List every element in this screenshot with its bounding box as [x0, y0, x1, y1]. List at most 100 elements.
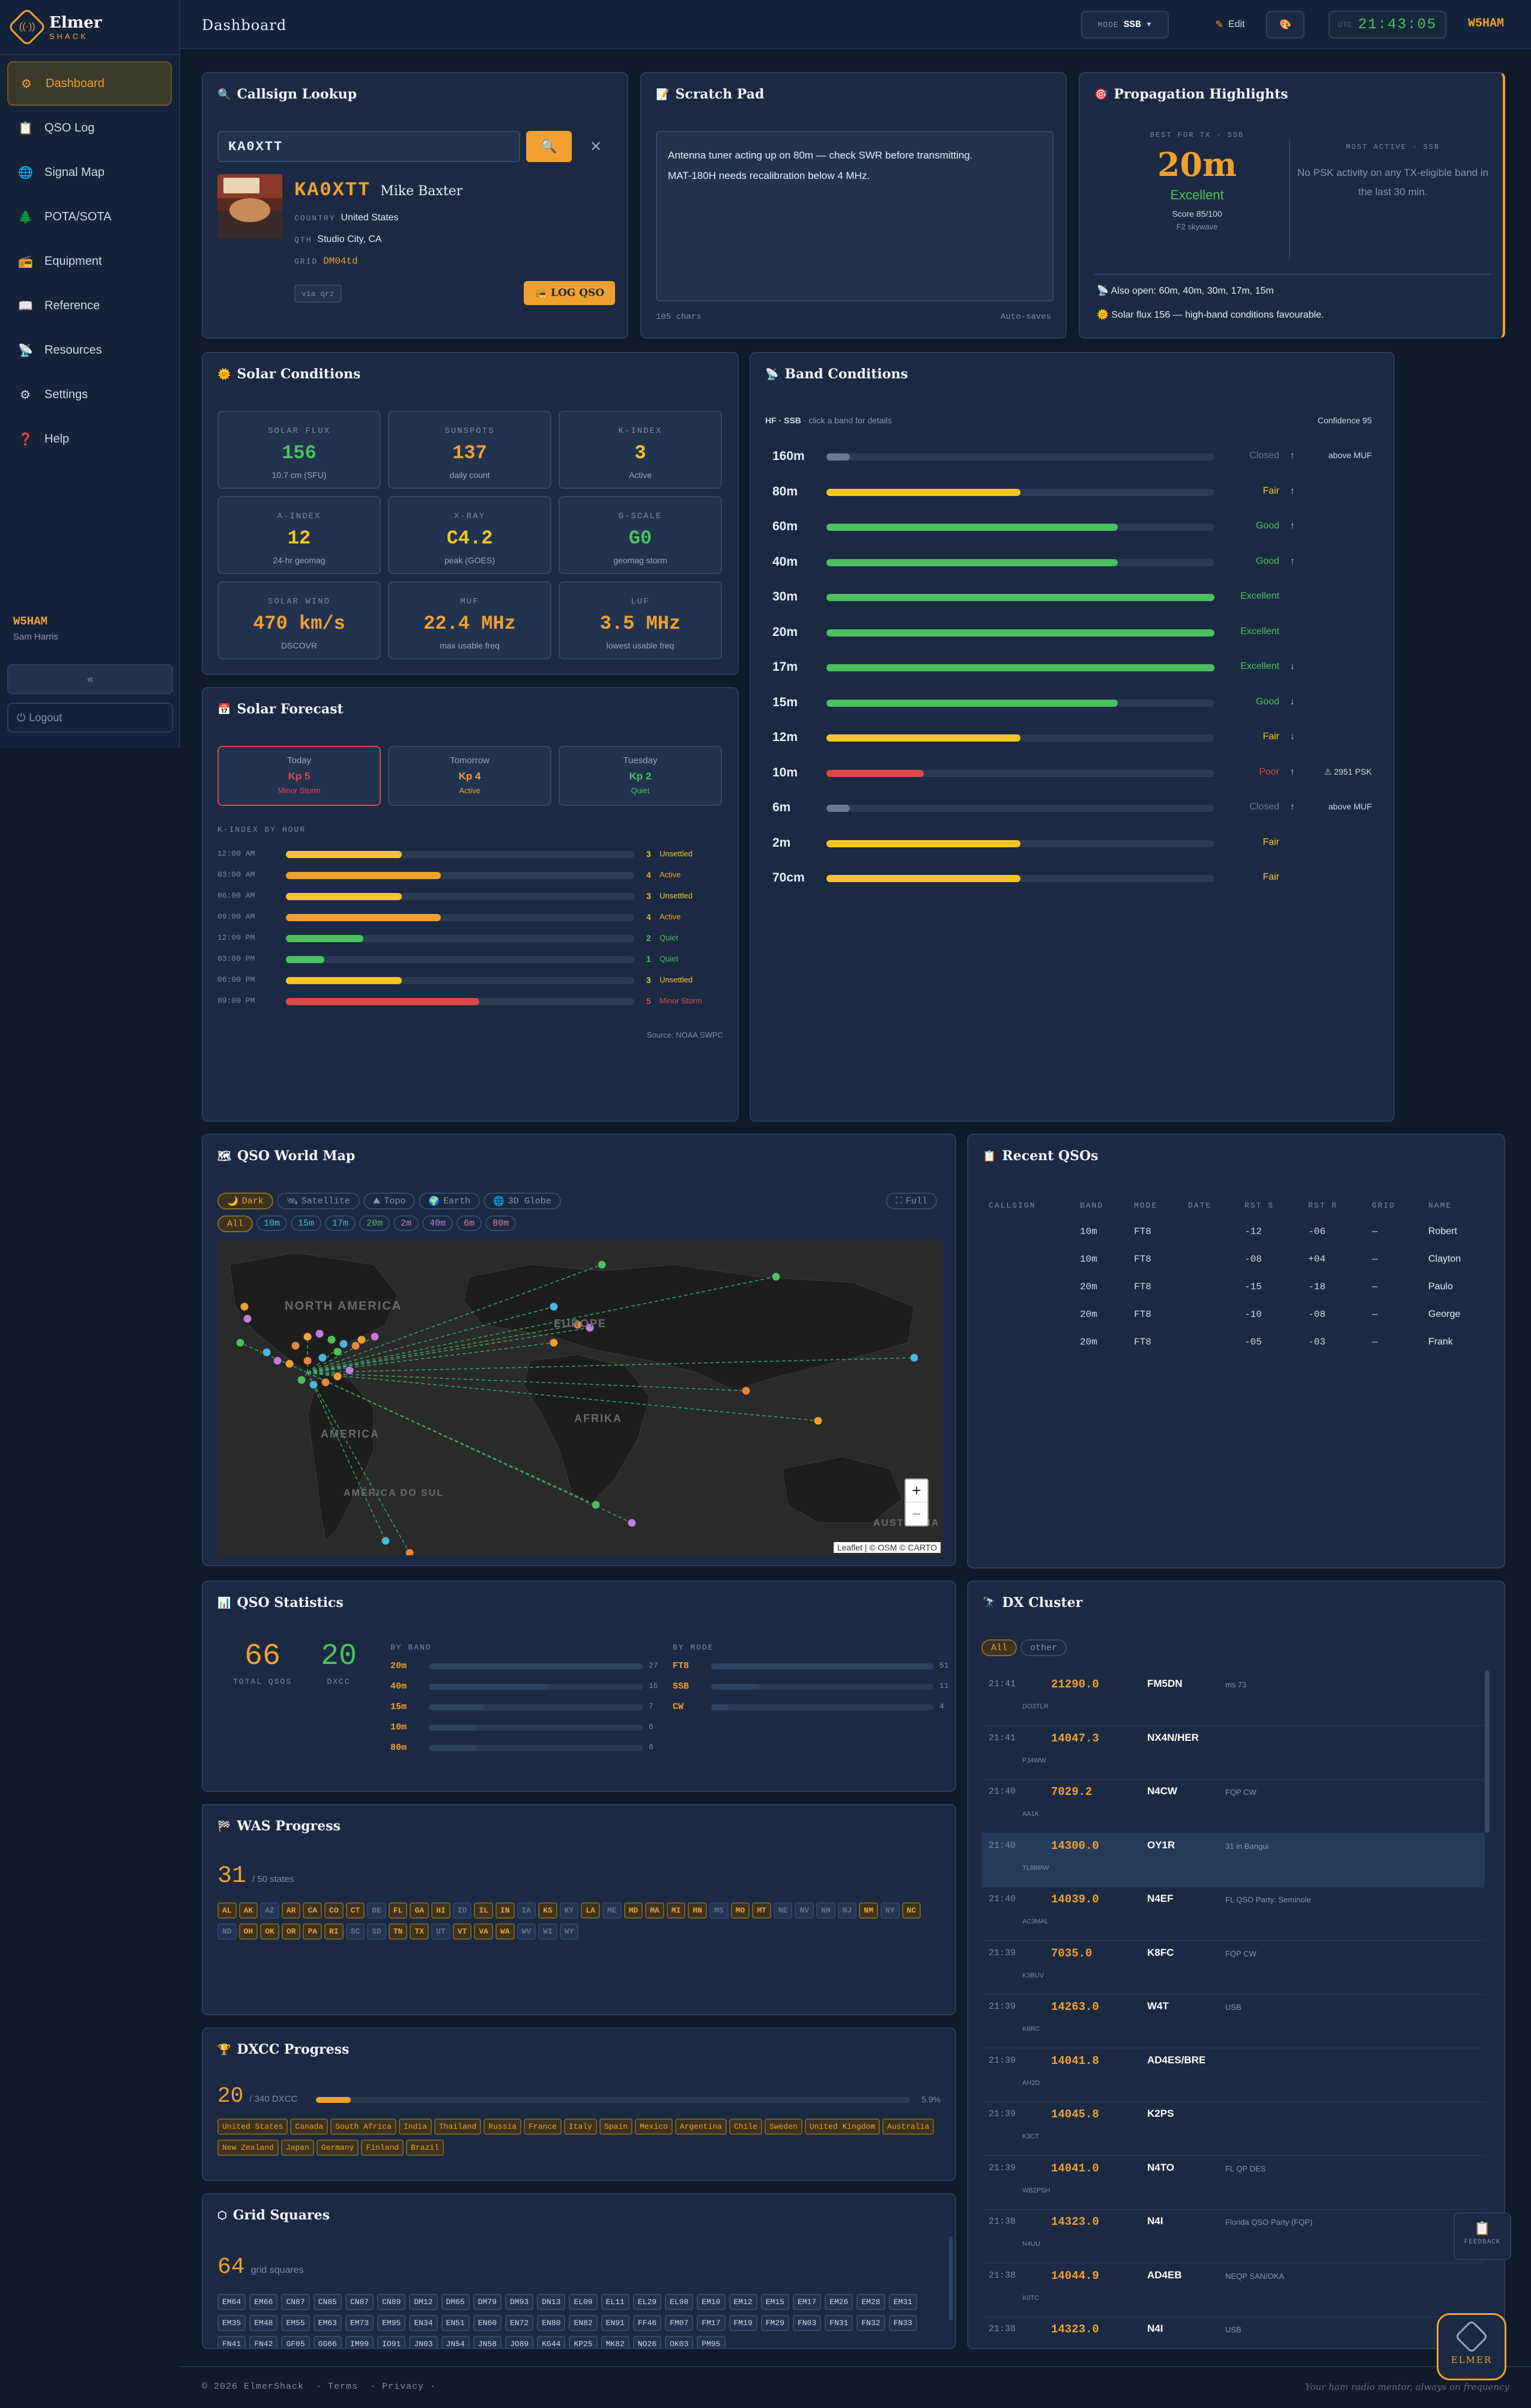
qso-marker[interactable]	[909, 1353, 919, 1363]
state-tag[interactable]: NJ	[837, 1902, 857, 1919]
dxcc-entity-tag[interactable]: Spain	[599, 2119, 632, 2135]
logout-button[interactable]: ⏻ Logout	[7, 703, 173, 733]
grid-tag[interactable]: DM79	[473, 2294, 502, 2310]
mode-select[interactable]: MODE SSB ▼	[1081, 11, 1169, 38]
state-tag[interactable]: NM	[859, 1902, 878, 1919]
grid-tag[interactable]: EM64	[217, 2294, 246, 2310]
qso-marker[interactable]	[741, 1386, 751, 1396]
brand[interactable]: ((·)) Elmer SHACK	[0, 0, 179, 55]
map-band-filter-80m[interactable]: 80m	[485, 1215, 517, 1231]
state-tag[interactable]: ID	[452, 1902, 472, 1919]
grid-tag[interactable]: FF46	[632, 2315, 662, 2331]
state-tag[interactable]: RI	[324, 1923, 344, 1940]
clear-button[interactable]: ✕	[578, 131, 614, 162]
qso-marker[interactable]	[549, 1302, 559, 1311]
state-tag[interactable]: MT	[752, 1902, 771, 1919]
grid-tag[interactable]: EM63	[313, 2315, 342, 2331]
dxcc-entity-tag[interactable]: New Zealand	[217, 2140, 279, 2156]
grid-tag[interactable]: PM95	[697, 2336, 726, 2348]
dx-spot[interactable]: 21:41 14047.3 NX4N/HER PJ4WW	[981, 1726, 1485, 1780]
dxcc-entity-tag[interactable]: Mexico	[634, 2119, 673, 2135]
grid-tag[interactable]: DM93	[505, 2294, 534, 2310]
qso-marker[interactable]	[627, 1518, 637, 1528]
grid-tag[interactable]: FM29	[760, 2315, 789, 2331]
map-style-dark[interactable]: 🌙 Dark	[217, 1193, 273, 1209]
qso-marker[interactable]	[813, 1416, 823, 1426]
state-tag[interactable]: CT	[345, 1902, 365, 1919]
grid-tag[interactable]: JO89	[505, 2336, 534, 2348]
grid-tag[interactable]: EM73	[345, 2315, 374, 2331]
sidebar-item-settings[interactable]: ⚙ Settings	[7, 372, 172, 417]
map-style-earth[interactable]: 🌍 Earth	[419, 1193, 481, 1209]
forecast-day[interactable]: Tuesday Kp 2 Quiet	[559, 746, 722, 806]
qso-marker[interactable]	[321, 1378, 330, 1387]
map-style-topo[interactable]: ⛰ Topo	[363, 1193, 416, 1209]
qso-marker[interactable]	[235, 1338, 245, 1348]
grid-tag[interactable]: DM12	[409, 2294, 438, 2310]
state-tag[interactable]: NC	[902, 1902, 921, 1919]
col-header[interactable]: MODE	[1134, 1201, 1158, 1210]
dxcc-entity-tag[interactable]: Australia	[882, 2119, 935, 2135]
qso-marker[interactable]	[318, 1353, 327, 1363]
qso-marker[interactable]	[370, 1332, 380, 1342]
forecast-day[interactable]: Today Kp 5 Minor Storm	[217, 746, 381, 806]
state-tag[interactable]: UT	[431, 1923, 450, 1940]
qso-marker[interactable]	[262, 1348, 271, 1357]
col-header[interactable]: DATE	[1188, 1201, 1212, 1210]
callsign-input[interactable]: KA0XTT	[217, 131, 520, 162]
dxcc-entity-tag[interactable]: France	[524, 2119, 562, 2135]
state-tag[interactable]: IL	[474, 1902, 493, 1919]
band-row-60m[interactable]: 60m Good ↑	[751, 519, 1393, 543]
grid-tag[interactable]: EN72	[505, 2315, 534, 2331]
grid-tag[interactable]: EM35	[217, 2315, 246, 2331]
map-band-filter-10m[interactable]: 10m	[256, 1215, 288, 1231]
dxcc-entity-tag[interactable]: United States	[217, 2119, 288, 2135]
band-row-40m[interactable]: 40m Good ↑	[751, 555, 1393, 579]
qso-marker[interactable]	[243, 1314, 252, 1323]
grid-tag[interactable]: EM95	[377, 2315, 406, 2331]
zoom-out-button[interactable]: −	[912, 1504, 921, 1523]
state-tag[interactable]: SD	[367, 1923, 386, 1940]
dx-spot[interactable]: 21:39 14263.0 W4T USB K6RC	[981, 1994, 1485, 2048]
grid-tag[interactable]: FN32	[856, 2315, 885, 2331]
grid-tag[interactable]: CN85	[313, 2294, 342, 2310]
grid-tag[interactable]: GG66	[313, 2336, 342, 2348]
edit-button[interactable]: ✎ Edit	[1201, 11, 1259, 38]
state-tag[interactable]: MN	[688, 1902, 708, 1919]
grid-tag[interactable]: FM19	[729, 2315, 757, 2331]
grid-tag[interactable]: CN87	[345, 2294, 374, 2310]
log-qso-button[interactable]: 📻 LOG QSO	[524, 281, 615, 305]
qso-marker[interactable]	[381, 1536, 390, 1546]
dxcc-entity-tag[interactable]: Thailand	[434, 2119, 482, 2135]
sidebar-item-resources[interactable]: 📡 Resources	[7, 328, 172, 372]
qso-marker[interactable]	[591, 1500, 601, 1510]
state-tag[interactable]: NY	[880, 1902, 900, 1919]
map-band-filter-2m[interactable]: 2m	[393, 1215, 419, 1231]
qso-marker[interactable]	[327, 1335, 336, 1345]
qso-marker[interactable]	[351, 1341, 360, 1351]
grid-tag[interactable]: FM17	[697, 2315, 726, 2331]
grid-tag[interactable]: EL09	[569, 2294, 598, 2310]
terms-link[interactable]: Terms	[328, 2382, 359, 2392]
dxcc-entity-tag[interactable]: Sweden	[765, 2119, 802, 2135]
grid-tag[interactable]: FM07	[665, 2315, 694, 2331]
qso-marker[interactable]	[597, 1260, 607, 1269]
qso-marker[interactable]	[357, 1335, 366, 1345]
grid-tag[interactable]: OK03	[665, 2336, 694, 2348]
table-row[interactable]: 10m FT8 -08 +04 — Clayton	[968, 1254, 1503, 1274]
state-tag[interactable]: MD	[623, 1902, 643, 1919]
sidebar-item-help[interactable]: ❓ Help	[7, 417, 172, 461]
qso-marker[interactable]	[771, 1272, 781, 1281]
state-tag[interactable]: NH	[816, 1902, 835, 1919]
dxcc-entity-tag[interactable]: Germany	[316, 2140, 359, 2156]
state-tag[interactable]: FL	[388, 1902, 408, 1919]
dx-spot[interactable]: 21:39 14045.8 K2PS K3CT	[981, 2102, 1485, 2156]
qso-marker[interactable]	[333, 1372, 342, 1381]
state-tag[interactable]: IA	[517, 1902, 536, 1919]
state-tag[interactable]: AR	[281, 1902, 301, 1919]
privacy-link[interactable]: Privacy	[382, 2382, 425, 2392]
sidebar-item-reference[interactable]: 📖 Reference	[7, 283, 172, 328]
state-tag[interactable]: WV	[517, 1923, 536, 1940]
grid-tag[interactable]: FN31	[825, 2315, 853, 2331]
cluster-filter-all[interactable]: All	[981, 1639, 1017, 1656]
